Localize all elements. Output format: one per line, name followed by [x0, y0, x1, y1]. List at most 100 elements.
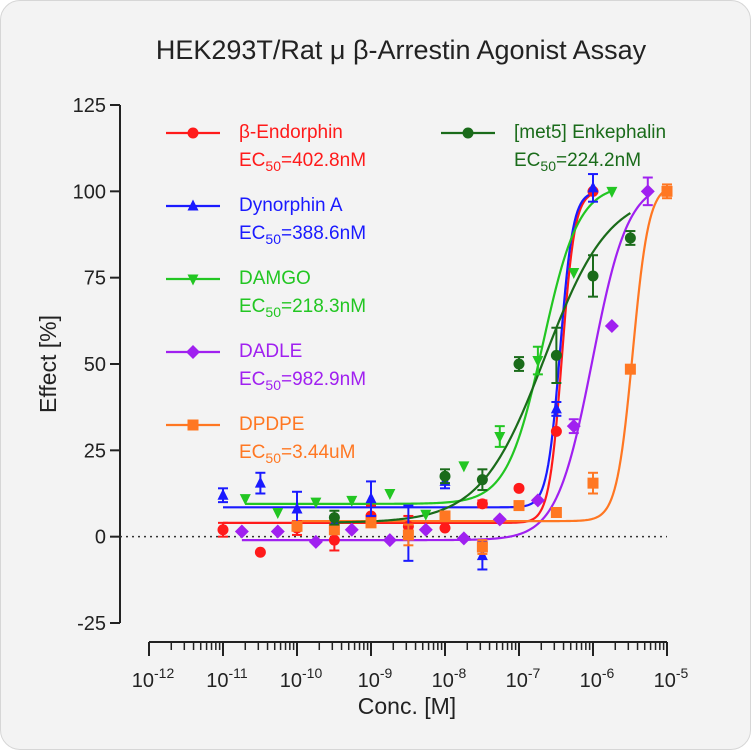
data-point [456, 531, 471, 546]
data-point [566, 419, 581, 434]
legend-entry: Dynorphin A EC50=388.6nM [166, 195, 366, 247]
legend-marker [462, 127, 474, 139]
y-tick-label: 25 [84, 440, 106, 462]
data-point [624, 232, 636, 244]
fit-curve [245, 189, 613, 505]
y-tick-label: -25 [77, 613, 106, 635]
data-point [587, 477, 599, 489]
x-tick-label: 10-12 [132, 665, 175, 692]
x-axis-label: Conc. [M] [358, 693, 456, 719]
legend-marker [187, 199, 199, 211]
data-point [476, 474, 488, 486]
legend-ec50: EC50=402.8nM [239, 150, 366, 174]
x-tick-label: 10-9 [358, 665, 393, 692]
x-tick-label: 10-8 [432, 665, 467, 692]
data-point [494, 432, 506, 444]
data-point [439, 522, 451, 534]
legend-name: DADLE [239, 341, 302, 362]
y-tick-label: 50 [84, 354, 106, 376]
data-point [328, 512, 340, 524]
data-point [513, 482, 525, 494]
legend-marker [187, 127, 199, 139]
legend-entry: β-Endorphin EC50=402.8nM [166, 122, 366, 174]
data-point [568, 267, 580, 279]
data-point [365, 492, 377, 504]
y-tick-label: 125 [73, 95, 106, 117]
data-point [420, 509, 432, 521]
data-point [217, 488, 229, 500]
data-point [344, 522, 359, 537]
data-point [530, 493, 545, 508]
legend-entry: [met5] Enkephalin EC50=224.2nM [441, 122, 666, 174]
legend-ec50: EC50=224.2nM [514, 150, 641, 174]
data-point [587, 181, 599, 193]
data-point [402, 529, 414, 541]
data-point [606, 186, 618, 198]
data-point [439, 510, 451, 522]
legend-marker [187, 419, 199, 431]
legend-name: DPDPE [239, 414, 304, 435]
data-point [254, 546, 266, 558]
y-tick-label: 100 [73, 181, 106, 203]
y-tick-label: 0 [95, 527, 106, 549]
data-point [217, 524, 229, 536]
data-point [328, 524, 340, 536]
data-point [550, 349, 562, 361]
data-point [239, 494, 251, 506]
data-point [291, 502, 303, 514]
data-point [291, 520, 303, 532]
y-axis-label: Effect [%] [35, 315, 61, 413]
data-point [270, 524, 285, 539]
data-point [310, 497, 322, 509]
legend-entry: DPDPE EC50=3.44uM [166, 414, 355, 466]
legend-entry: DADLE EC50=982.9nM [166, 341, 366, 393]
data-point [550, 425, 562, 437]
legend-entry: DAMGO EC50=218.3nM [166, 268, 366, 320]
legend: β-Endorphin EC50=402.8nM Dynorphin A EC50=3… [166, 122, 666, 466]
data-point [365, 517, 377, 529]
axes: -25 0 25 50 75 100 125 10-12 10-11 10-10 10-9 10-8 1… [73, 95, 689, 692]
legend-ec50: EC50=982.9nM [239, 369, 366, 393]
data-point [346, 495, 358, 507]
data-point [476, 498, 488, 510]
data-point [661, 185, 673, 197]
data-point [476, 541, 488, 553]
data-point [550, 506, 562, 518]
x-tick-label: 10-6 [580, 665, 615, 692]
legend-ec50: EC50=218.3nM [239, 296, 366, 320]
data-point [328, 534, 340, 546]
y-tick-label: 75 [84, 268, 106, 290]
data-point [439, 470, 451, 482]
data-point [532, 356, 544, 368]
x-tick-label: 10-7 [506, 665, 541, 692]
legend-ec50: EC50=3.44uM [239, 442, 355, 466]
data-point [458, 461, 470, 473]
legend-name: Dynorphin A [239, 195, 343, 216]
x-tick-label: 10-10 [280, 665, 323, 692]
data-point [492, 512, 507, 527]
data-point [272, 507, 284, 519]
data-point [382, 533, 397, 548]
legend-name: [met5] Enkephalin [514, 122, 666, 143]
data-point [550, 402, 562, 414]
data-point [513, 500, 525, 512]
legend-ec50: EC50=388.6nM [239, 223, 366, 247]
data-point [418, 522, 433, 537]
data-point [624, 363, 636, 375]
data-point [254, 476, 266, 488]
fit-curve [241, 195, 649, 542]
data-point [308, 534, 323, 549]
legend-name: β-Endorphin [239, 122, 343, 143]
legend-name: DAMGO [239, 268, 311, 289]
data-point [513, 358, 525, 370]
chart-title: HEK293T/Rat μ β-Arrestin Agonist Assay [156, 35, 647, 65]
data-point [640, 184, 655, 199]
legend-marker [186, 345, 200, 359]
x-tick-label: 10-11 [206, 665, 248, 692]
data-point [604, 319, 619, 334]
data-point [234, 524, 249, 539]
data-point [587, 270, 599, 282]
data-point [384, 489, 396, 500]
